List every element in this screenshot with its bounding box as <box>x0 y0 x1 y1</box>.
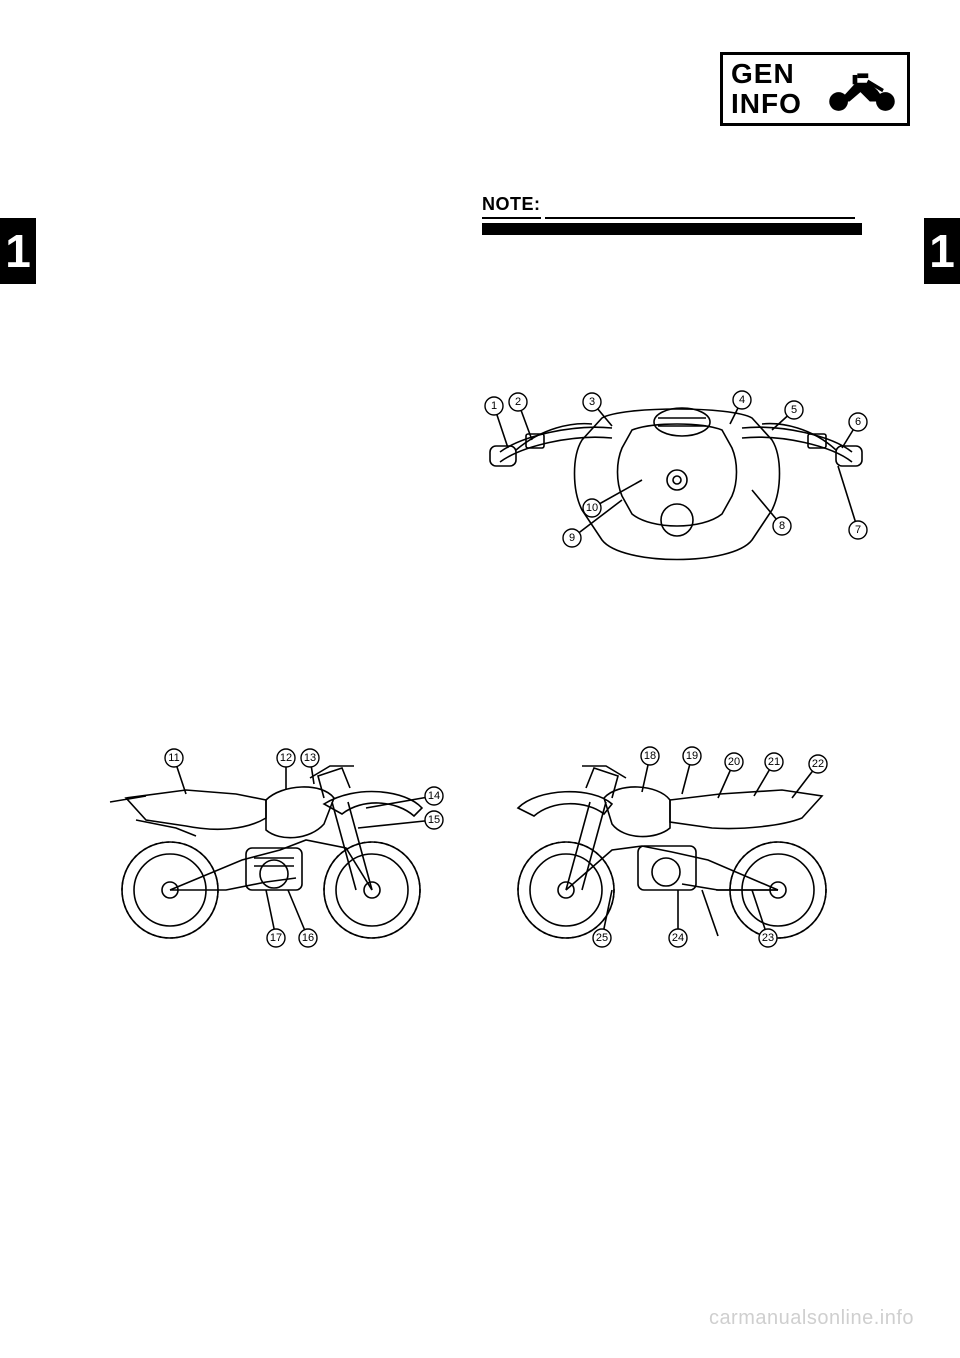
callout-9: 9 <box>563 529 581 547</box>
svg-text:19: 19 <box>686 750 698 762</box>
svg-text:25: 25 <box>596 932 608 944</box>
svg-text:15: 15 <box>428 814 440 826</box>
svg-text:22: 22 <box>812 758 824 770</box>
callout-23: 23 <box>759 929 777 947</box>
svg-text:10: 10 <box>586 502 598 514</box>
callout-16: 16 <box>299 929 317 947</box>
callout-14: 14 <box>425 787 443 805</box>
callout-3: 3 <box>583 393 601 411</box>
figure-right-side-view: 11 12 13 14 15 16 17 <box>66 740 454 952</box>
note-heading-row: NOTE: <box>482 194 862 219</box>
svg-text:23: 23 <box>762 932 774 944</box>
motorcycle-icon <box>817 55 907 123</box>
figure-left-side-view: 18 19 20 21 22 23 24 25 <box>482 740 870 952</box>
callout-1: 1 <box>485 397 503 415</box>
svg-text:12: 12 <box>280 752 292 764</box>
svg-text:7: 7 <box>855 524 861 536</box>
header-line-2: INFO <box>731 89 817 119</box>
svg-text:1: 1 <box>491 400 497 412</box>
header-line-1: GEN <box>731 59 817 89</box>
callout-7: 7 <box>849 521 867 539</box>
page-root: GEN INFO 1 1 NOTE: <box>0 0 960 1358</box>
svg-text:13: 13 <box>304 752 316 764</box>
svg-text:4: 4 <box>739 394 745 406</box>
svg-text:14: 14 <box>428 790 440 802</box>
svg-text:17: 17 <box>270 932 282 944</box>
svg-text:20: 20 <box>728 756 740 768</box>
header-text: GEN INFO <box>723 55 817 123</box>
callout-25: 25 <box>593 929 611 947</box>
callout-19: 19 <box>683 747 701 765</box>
note-redacted-strip <box>482 223 862 235</box>
callout-2: 2 <box>509 393 527 411</box>
callout-20: 20 <box>725 753 743 771</box>
callout-11: 11 <box>165 749 183 767</box>
note-block: NOTE: <box>482 194 862 235</box>
svg-text:6: 6 <box>855 416 861 428</box>
svg-text:2: 2 <box>515 396 521 408</box>
section-number-left: 1 <box>5 224 31 278</box>
callout-4: 4 <box>733 391 751 409</box>
svg-text:11: 11 <box>168 752 179 764</box>
callout-10: 10 <box>583 499 601 517</box>
callout-18: 18 <box>641 747 659 765</box>
note-rule <box>545 205 855 219</box>
callout-22: 22 <box>809 755 827 773</box>
callout-5: 5 <box>785 401 803 419</box>
section-tab-left: 1 <box>0 218 36 284</box>
svg-text:16: 16 <box>302 932 314 944</box>
callout-21: 21 <box>765 753 783 771</box>
callout-8: 8 <box>773 517 791 535</box>
svg-text:9: 9 <box>569 532 575 544</box>
callout-17: 17 <box>267 929 285 947</box>
callout-12: 12 <box>277 749 295 767</box>
callout-13: 13 <box>301 749 319 767</box>
svg-text:3: 3 <box>589 396 595 408</box>
svg-text:18: 18 <box>644 750 656 762</box>
svg-text:21: 21 <box>768 756 780 768</box>
svg-text:5: 5 <box>791 404 797 416</box>
watermark: carmanualsonline.info <box>709 1307 914 1330</box>
callout-15: 15 <box>425 811 443 829</box>
header-gen-info-box: GEN INFO <box>720 52 910 126</box>
section-number-right: 1 <box>929 224 955 278</box>
svg-text:24: 24 <box>672 932 684 944</box>
callout-24: 24 <box>669 929 687 947</box>
note-label: NOTE: <box>482 194 541 219</box>
callout-6: 6 <box>849 413 867 431</box>
section-tab-right: 1 <box>924 218 960 284</box>
svg-text:8: 8 <box>779 520 785 532</box>
figure-handlebar-view: 1 2 3 4 5 6 7 8 9 10 <box>482 370 870 582</box>
